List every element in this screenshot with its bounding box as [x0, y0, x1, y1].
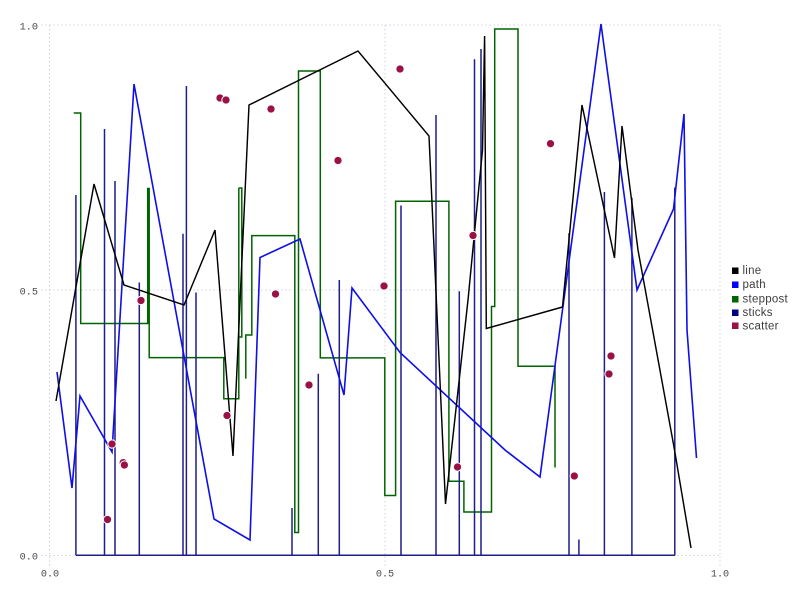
svg-text:line: line	[743, 265, 762, 277]
svg-text:0.0: 0.0	[20, 552, 38, 563]
svg-text:sticks: sticks	[743, 307, 773, 319]
svg-text:path: path	[743, 279, 766, 291]
svg-text:scatter: scatter	[743, 321, 779, 333]
svg-text:0.5: 0.5	[376, 570, 394, 581]
svg-text:0.0: 0.0	[41, 570, 59, 581]
svg-text:0.5: 0.5	[20, 287, 38, 298]
svg-text:1.0: 1.0	[711, 570, 729, 581]
svg-text:steppost: steppost	[743, 294, 789, 306]
svg-text:1.0: 1.0	[20, 22, 38, 33]
